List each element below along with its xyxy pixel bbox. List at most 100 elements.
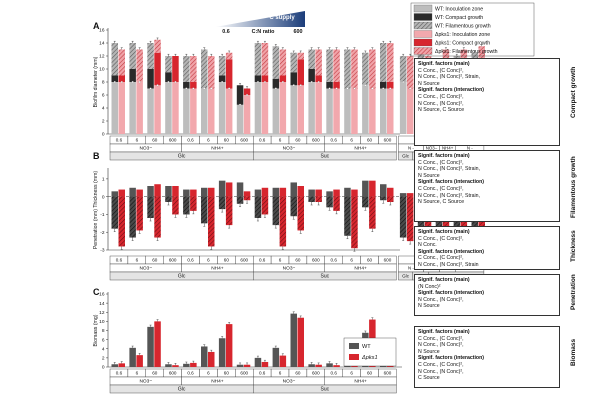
csource-label: Glc	[178, 274, 186, 280]
bar-b-ko-thickness	[261, 187, 269, 197]
factor-heading: Signif. factors (main)	[418, 153, 470, 159]
supply-high: 600	[294, 29, 303, 35]
marker-a	[138, 80, 141, 83]
panel-a-y-tick-label: 16	[99, 28, 105, 34]
factor-line: N Source, C Source	[418, 199, 465, 206]
marker-a	[113, 80, 116, 83]
conc-label: 0.6	[187, 138, 194, 143]
panel-c-y-tick-label: 14	[99, 301, 105, 307]
nsource-label: NO3−	[139, 379, 152, 385]
conc-label: 60	[295, 258, 301, 263]
bar-a-ko-compact	[297, 59, 304, 86]
panel-a-y-tick-label: 4	[102, 106, 105, 112]
bar-a-wt-inoculation	[201, 88, 208, 134]
bar-a-wt-inoculation	[111, 82, 118, 134]
bar-b-wt-penetration	[290, 196, 297, 217]
bar-b-wt-penetration	[183, 196, 190, 215]
bar-a-ko-filamentous	[315, 49, 322, 76]
bar-a-ko-inoculation	[297, 85, 304, 134]
bar-a-wt-compact	[183, 82, 190, 89]
marker-a	[149, 87, 152, 90]
bar-b-ko-penetration	[261, 196, 269, 215]
bar-a-ko-filamentous	[208, 56, 215, 89]
bar-a-ko-inoculation	[279, 82, 287, 134]
conc-label: 60	[224, 371, 230, 376]
marker-a	[382, 87, 385, 90]
factor-line: C Conc., (C Conc)²,	[418, 159, 464, 166]
marker-a	[156, 84, 159, 87]
conc-label: 6	[136, 371, 139, 376]
conc-label: 6	[350, 138, 353, 143]
bar-b-wt-thickness	[344, 187, 351, 197]
nsource-label: NO3−	[139, 266, 152, 272]
legend-label: WT: Inoculation zone	[435, 7, 483, 13]
marker-a	[281, 80, 284, 83]
marker-a	[371, 87, 374, 90]
conc-label: 60	[224, 258, 230, 263]
conc-label: 60	[295, 138, 301, 143]
conc-label: 60	[295, 371, 301, 376]
panel-b-y-tick-label: -1	[100, 212, 105, 218]
bar-a-ko-compact	[243, 88, 251, 95]
legend-swatch	[413, 21, 433, 30]
bar-b-wt-penetration	[254, 196, 262, 218]
controls-n-label: NH4+	[442, 146, 454, 151]
bar-c-ko	[172, 365, 179, 367]
bar-a-wt-compact	[254, 75, 262, 82]
controls-n-label: N -	[408, 266, 414, 271]
nsource-label: NO3−	[283, 379, 296, 385]
conc-label: 600	[169, 258, 177, 263]
nsource-label: NO3−	[283, 266, 296, 272]
bar-b-wt-penetration	[308, 196, 315, 202]
bar-a-wt-filamentous	[218, 56, 226, 76]
factor-heading: Signif. factors (main)	[418, 229, 470, 235]
nsource-label: NO3−	[139, 146, 152, 152]
bar-a-wt-inoculation	[147, 88, 154, 134]
marker-a	[274, 87, 277, 90]
bar-a-wt-inoculation	[236, 104, 244, 134]
panel-a-y-tick-label: 0	[102, 132, 105, 138]
bar-a-ko-filamentous	[297, 52, 304, 60]
panel-a-y-tick-label: 8	[102, 80, 105, 86]
bar-a-ko-filamentous	[369, 49, 376, 89]
bar-b-ko-penetration	[297, 196, 304, 231]
bar-a-ko-compact	[172, 56, 179, 82]
panel-a-y-label: Biofilm diameter (mm)	[93, 56, 99, 107]
conc-label: 0.6	[187, 258, 194, 263]
marker-a	[203, 87, 206, 90]
factor-line: C Conc., (C Conc)²,	[418, 93, 464, 100]
conc-label: 0.6	[187, 371, 194, 376]
bar-b-wt-penetration	[147, 196, 154, 218]
bar-b-wt-penetration	[218, 196, 226, 210]
marker-a	[239, 103, 242, 106]
bar-c-ko	[315, 364, 322, 367]
conc-label: 6	[350, 258, 353, 263]
bar-b-wt-thickness	[254, 189, 262, 197]
bar-a-wt-inoculation	[129, 82, 136, 134]
bar-b-ko-thickness	[369, 180, 376, 197]
bar-b-ko-thickness	[297, 186, 304, 197]
bar-a-wt-inoculation	[183, 88, 190, 134]
legend-label: WT	[362, 344, 371, 350]
bar-b-wt-thickness	[201, 187, 208, 197]
legend-label: Δpks1	[361, 355, 378, 361]
bar-a-ko-inoculation	[387, 88, 394, 134]
bar-a-ko-inoculation	[369, 88, 376, 134]
conc-label: 60	[224, 138, 230, 143]
csource-cell	[252, 151, 397, 161]
bar-a-ko-inoculation	[225, 88, 233, 134]
panel-a-y-tick-label: 6	[102, 93, 105, 99]
conc-label: 600	[384, 371, 392, 376]
bar-b-ko-thickness	[172, 186, 179, 197]
csource-label: Suc	[320, 154, 329, 160]
marker-a	[402, 80, 405, 83]
bar-a-wt-filamentous	[344, 49, 351, 89]
controls-n-label: N -	[467, 146, 473, 151]
bar-a-ko-inoculation	[406, 88, 414, 134]
legend-swatch	[349, 354, 359, 360]
bar-b-ko-thickness	[208, 187, 215, 197]
bar-a-ko-filamentous	[225, 52, 233, 60]
legend-swatch	[413, 47, 433, 55]
bar-a-ko-inoculation	[172, 82, 179, 134]
marker-a	[210, 87, 213, 90]
